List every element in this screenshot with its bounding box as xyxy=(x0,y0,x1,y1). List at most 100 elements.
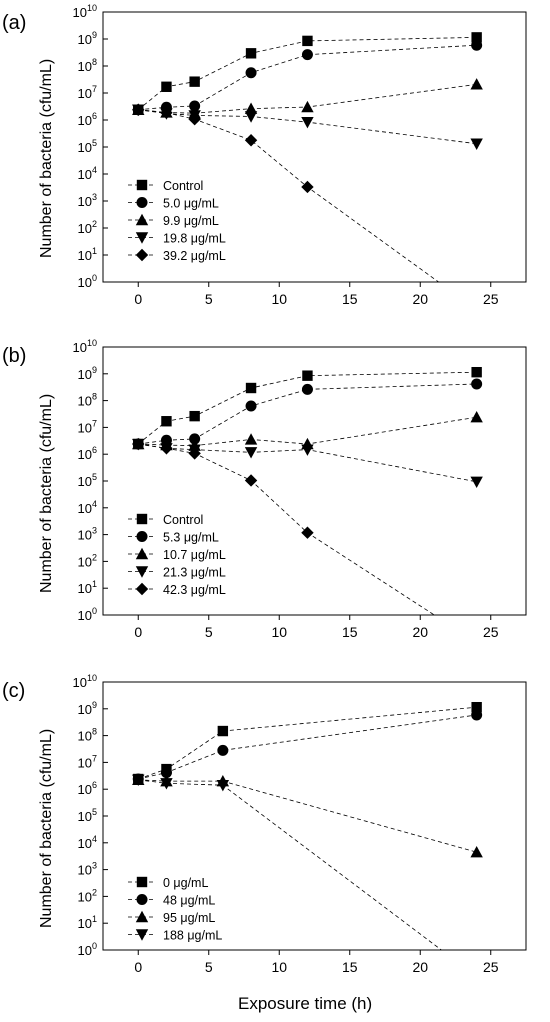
series-1 xyxy=(132,709,483,785)
x-tick-label: 10 xyxy=(271,959,287,975)
data-point xyxy=(302,370,313,381)
legend-entry: 42.3 μg/mL xyxy=(128,582,226,597)
y-tick-label: 107 xyxy=(78,418,97,435)
x-tick-label: 15 xyxy=(342,959,358,975)
data-point xyxy=(301,526,314,539)
data-point xyxy=(217,725,229,737)
y-tick-label: 107 xyxy=(78,753,97,770)
legend-entry: 39.2 μg/mL xyxy=(128,248,226,263)
legend-entry: 19.8 μg/mL xyxy=(128,232,226,246)
y-tick-label: 100 xyxy=(78,606,97,623)
series-line xyxy=(138,779,477,853)
legend-marker xyxy=(135,929,149,941)
y-tick-label: 101 xyxy=(78,246,97,263)
x-tick-label: 20 xyxy=(412,624,428,640)
x-tick-label: 25 xyxy=(483,959,499,975)
panel-label-a: (a) xyxy=(2,12,27,34)
y-tick-label: 101 xyxy=(78,914,97,931)
data-point xyxy=(244,474,258,487)
y-tick-label: 105 xyxy=(78,472,97,489)
y-tick-label: 107 xyxy=(78,84,97,101)
data-point xyxy=(301,49,313,61)
series-4 xyxy=(132,437,435,615)
data-point xyxy=(132,103,145,116)
data-point xyxy=(471,39,483,51)
legend-entry: 5.3 μg/mL xyxy=(128,531,219,545)
data-point xyxy=(189,100,201,112)
x-tick-label: 20 xyxy=(412,959,428,975)
y-tick-label: 100 xyxy=(78,941,97,958)
data-point xyxy=(132,774,145,787)
y-tick-label: 102 xyxy=(78,552,97,569)
legend-label: Control xyxy=(163,513,203,527)
legend-entry: 48 μg/mL xyxy=(128,894,215,908)
legend-entry: 188 μg/mL xyxy=(128,929,222,943)
legend-entry: 10.7 μg/mL xyxy=(128,547,226,562)
series-3 xyxy=(132,774,442,950)
series-3 xyxy=(132,438,483,489)
data-point xyxy=(188,447,201,460)
legend-label: Control xyxy=(163,179,203,193)
series-line xyxy=(138,714,477,780)
x-tick-label: 10 xyxy=(271,624,287,640)
data-point xyxy=(244,111,258,123)
legend-entry: 21.3 μg/mL xyxy=(128,566,226,580)
x-tick-label: 10 xyxy=(271,291,287,307)
y-tick-label: 104 xyxy=(78,165,97,182)
legend-marker xyxy=(135,232,149,244)
legend-marker xyxy=(136,876,148,888)
series-0 xyxy=(133,701,482,785)
y-tick-label: 109 xyxy=(78,30,97,47)
data-point xyxy=(301,100,314,113)
y-tick-label: 109 xyxy=(78,365,97,382)
y-tick-label: 1010 xyxy=(73,673,97,690)
legend-entry: Control xyxy=(128,179,203,193)
data-point xyxy=(301,180,314,194)
legend-marker xyxy=(135,582,149,596)
y-tick-label: 106 xyxy=(78,111,97,128)
data-point xyxy=(471,366,482,378)
legend-label: 95 μg/mL xyxy=(163,911,215,925)
data-point xyxy=(132,437,145,451)
legend-label: 0 μg/mL xyxy=(163,876,208,890)
data-point xyxy=(217,744,229,756)
data-point xyxy=(471,701,482,713)
legend-entry: 95 μg/mL xyxy=(128,910,215,925)
data-point xyxy=(244,134,258,147)
legend-marker xyxy=(135,248,149,262)
x-tick-label: 25 xyxy=(483,624,499,640)
data-point xyxy=(470,78,483,90)
y-tick-label: 104 xyxy=(78,499,97,516)
y-tick-label: 108 xyxy=(78,57,97,74)
y-tick-label: 106 xyxy=(78,445,97,462)
panel-a: 100 101 102 103 104 105 106 107 108 109 1010 0 5 10 15… xyxy=(73,3,527,307)
series-4 xyxy=(132,103,439,282)
x-tick-label: 20 xyxy=(412,291,428,307)
x-tick-label: 15 xyxy=(342,291,358,307)
legend-label: 19.8 μg/mL xyxy=(163,232,226,246)
data-point xyxy=(244,102,258,114)
y-tick-label: 1010 xyxy=(73,338,97,355)
y-tick-label: 1010 xyxy=(73,3,97,20)
x-tick-label: 5 xyxy=(205,291,213,307)
panel-b: 100 101 102 103 104 105 106 107 108 109 1010 0 5 10 15… xyxy=(73,338,527,640)
data-point xyxy=(160,778,173,790)
data-point xyxy=(244,433,258,445)
legend-label: 42.3 μg/mL xyxy=(163,583,226,597)
x-tick-label: 5 xyxy=(205,624,213,640)
y-tick-label: 108 xyxy=(78,727,97,744)
data-point xyxy=(470,411,483,423)
panel-label-c: (c) xyxy=(2,680,26,702)
series-0 xyxy=(133,366,482,450)
legend-label: 5.3 μg/mL xyxy=(163,531,219,545)
series-line xyxy=(137,36,477,111)
y-tick-label: 105 xyxy=(78,807,97,824)
y-tick-label: 103 xyxy=(78,526,97,543)
series-line xyxy=(138,706,477,780)
data-point xyxy=(161,416,172,427)
panel-label-b: (b) xyxy=(2,345,27,367)
legend-entry: 9.9 μg/mL xyxy=(128,213,219,228)
legend-marker xyxy=(135,910,149,923)
x-tick-label: 0 xyxy=(134,624,142,640)
